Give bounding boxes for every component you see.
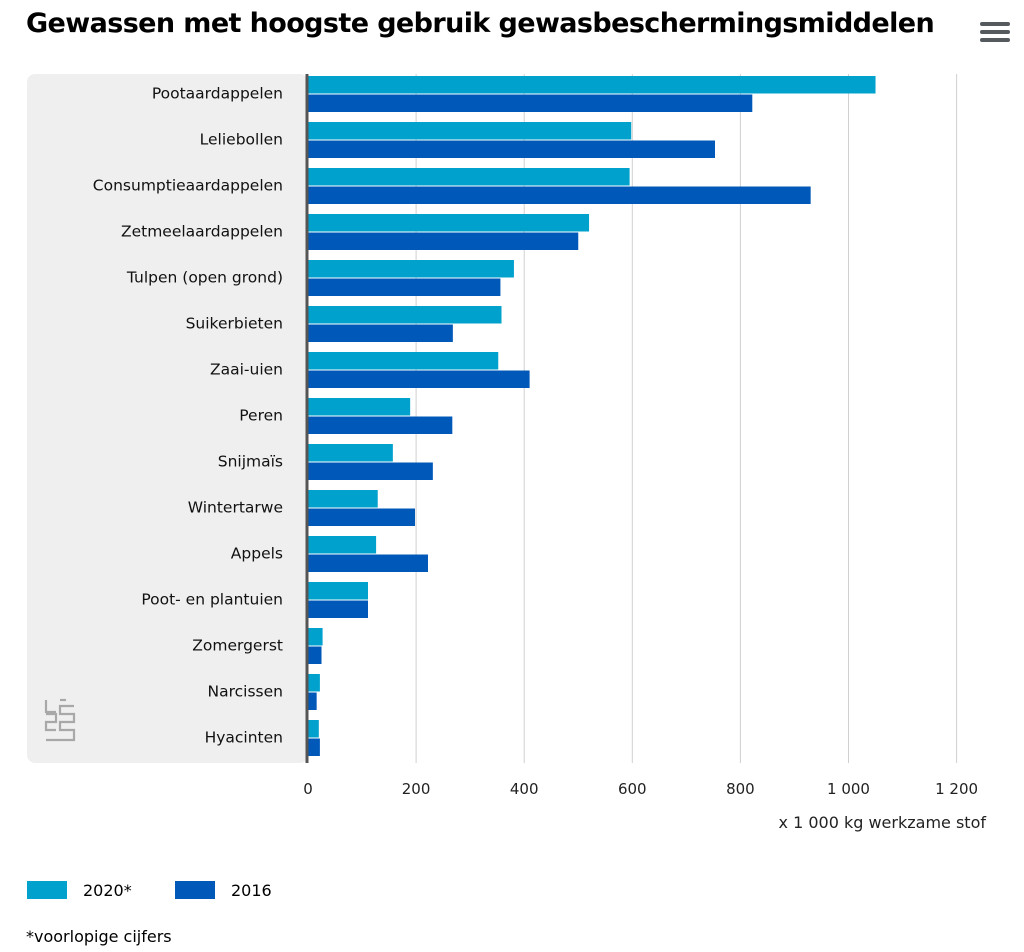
x-tick-label: 1 000 — [827, 780, 870, 798]
bar-2016[interactable]: Wintertarwe 2016: 198 — [308, 508, 416, 527]
bar-2016[interactable]: Zomergerst 2016: 25 — [308, 646, 322, 665]
legend-label-2016: 2016 — [231, 880, 272, 900]
category-label: Consumptieaardappelen — [93, 177, 283, 195]
bar-2016[interactable]: Zaai-uien 2016: 410 — [308, 370, 530, 389]
hamburger-menu-icon-line — [980, 30, 1010, 34]
bar-2020[interactable]: Suikerbieten 2020*: 358 — [308, 306, 502, 324]
bar-2016[interactable]: Peren 2016: 267 — [308, 416, 453, 435]
category-label: Hyacinten — [205, 729, 283, 747]
bar-2016[interactable]: Consumptieaardappelen 2016: 930 — [308, 186, 811, 205]
bar-2016[interactable]: Snijmaïs 2016: 231 — [308, 462, 433, 481]
bar-2016[interactable]: Poot- en plantuien 2016: 111 — [308, 600, 368, 619]
bar-2016[interactable]: Suikerbieten 2016: 268 — [308, 324, 453, 343]
bar-2016[interactable]: Tulpen (open grond) 2016: 356 — [308, 278, 501, 297]
x-tick-label: 1 200 — [935, 780, 978, 798]
category-label: Peren — [239, 407, 283, 425]
bar-2016[interactable]: Pootaardappelen 2016: 822 — [308, 94, 753, 113]
category-label: Appels — [231, 545, 283, 563]
hamburger-menu-icon-line — [980, 38, 1010, 42]
menu-button[interactable] — [980, 22, 1010, 46]
category-label-panel — [27, 74, 308, 763]
bar-2020[interactable]: Leliebollen 2020*: 598 — [308, 122, 632, 140]
legend-label-2020: 2020* — [83, 880, 132, 900]
hamburger-menu-icon-line — [980, 22, 1010, 26]
category-label: Suikerbieten — [186, 315, 283, 333]
bar-2020[interactable]: Pootaardappelen 2020*: 1050 — [308, 76, 876, 94]
cbs-logo-icon — [44, 698, 76, 742]
bar-2020[interactable]: Snijmaïs 2020*: 157 — [308, 444, 393, 462]
bar-2016[interactable]: Narcissen 2016: 16 — [308, 692, 317, 711]
legend-swatch-2020 — [27, 881, 67, 899]
bar-2020[interactable]: Consumptieaardappelen 2020*: 595 — [308, 168, 630, 186]
x-axis-label: x 1 000 kg werkzame stof — [779, 813, 987, 832]
bar-2020[interactable]: Zomergerst 2020*: 27 — [308, 628, 323, 646]
bar-2020[interactable]: Hyacinten 2020*: 20 — [308, 720, 319, 738]
bar-2016[interactable]: Zetmeelaardappelen 2016: 500 — [308, 232, 579, 251]
category-label: Zaai-uien — [210, 361, 283, 379]
legend-item-2020[interactable]: 2020* — [27, 880, 132, 900]
bar-2020[interactable]: Zaai-uien 2020*: 352 — [308, 352, 499, 370]
footnote: *voorlopige cijfers — [26, 927, 172, 946]
category-label: Snijmaïs — [218, 453, 283, 471]
category-label: Zetmeelaardappelen — [121, 223, 283, 241]
category-label: Poot- en plantuien — [141, 591, 283, 609]
bar-2016[interactable]: Appels 2016: 222 — [308, 554, 428, 573]
bar-2020[interactable]: Poot- en plantuien 2020*: 111 — [308, 582, 368, 600]
bar-2020[interactable]: Peren 2020*: 189 — [308, 398, 411, 416]
legend-swatch-2016 — [175, 881, 215, 899]
bar-chart: Pootaardappelen 2020*: 1050Pootaardappel… — [27, 74, 987, 832]
legend-item-2016[interactable]: 2016 — [175, 880, 272, 900]
category-label: Pootaardappelen — [152, 85, 283, 103]
bar-2016[interactable]: Leliebollen 2016: 753 — [308, 140, 715, 159]
bar-2020[interactable]: Wintertarwe 2020*: 129 — [308, 490, 378, 508]
bar-2020[interactable]: Zetmeelaardappelen 2020*: 520 — [308, 214, 590, 232]
category-label: Leliebollen — [200, 131, 283, 149]
x-tick-label: 800 — [726, 780, 755, 798]
category-label: Narcissen — [208, 683, 283, 701]
category-label: Tulpen (open grond) — [126, 269, 283, 287]
category-labels: Pootaardappelen Leliebollen Consumptieaard… — [93, 85, 283, 747]
bar-2020[interactable]: Tulpen (open grond) 2020*: 381 — [308, 260, 514, 278]
x-tick-label: 200 — [402, 780, 431, 798]
x-tick-label: 400 — [510, 780, 539, 798]
category-label: Wintertarwe — [188, 499, 283, 517]
x-tick-labels: 0 200 400 600 800 1 000 1 200 — [303, 780, 978, 798]
bar-2020[interactable]: Appels 2020*: 126 — [308, 536, 377, 554]
x-tick-label: 600 — [618, 780, 647, 798]
bar-2020[interactable]: Narcissen 2020*: 22 — [308, 674, 320, 692]
bars: Pootaardappelen 2020*: 1050Pootaardappel… — [308, 76, 876, 756]
chart-title: Gewassen met hoogste gebruik gewasbesche… — [26, 8, 935, 39]
bar-2016[interactable]: Hyacinten 2016: 22 — [308, 738, 320, 757]
x-tick-label: 0 — [303, 780, 313, 798]
category-label: Zomergerst — [192, 637, 283, 655]
